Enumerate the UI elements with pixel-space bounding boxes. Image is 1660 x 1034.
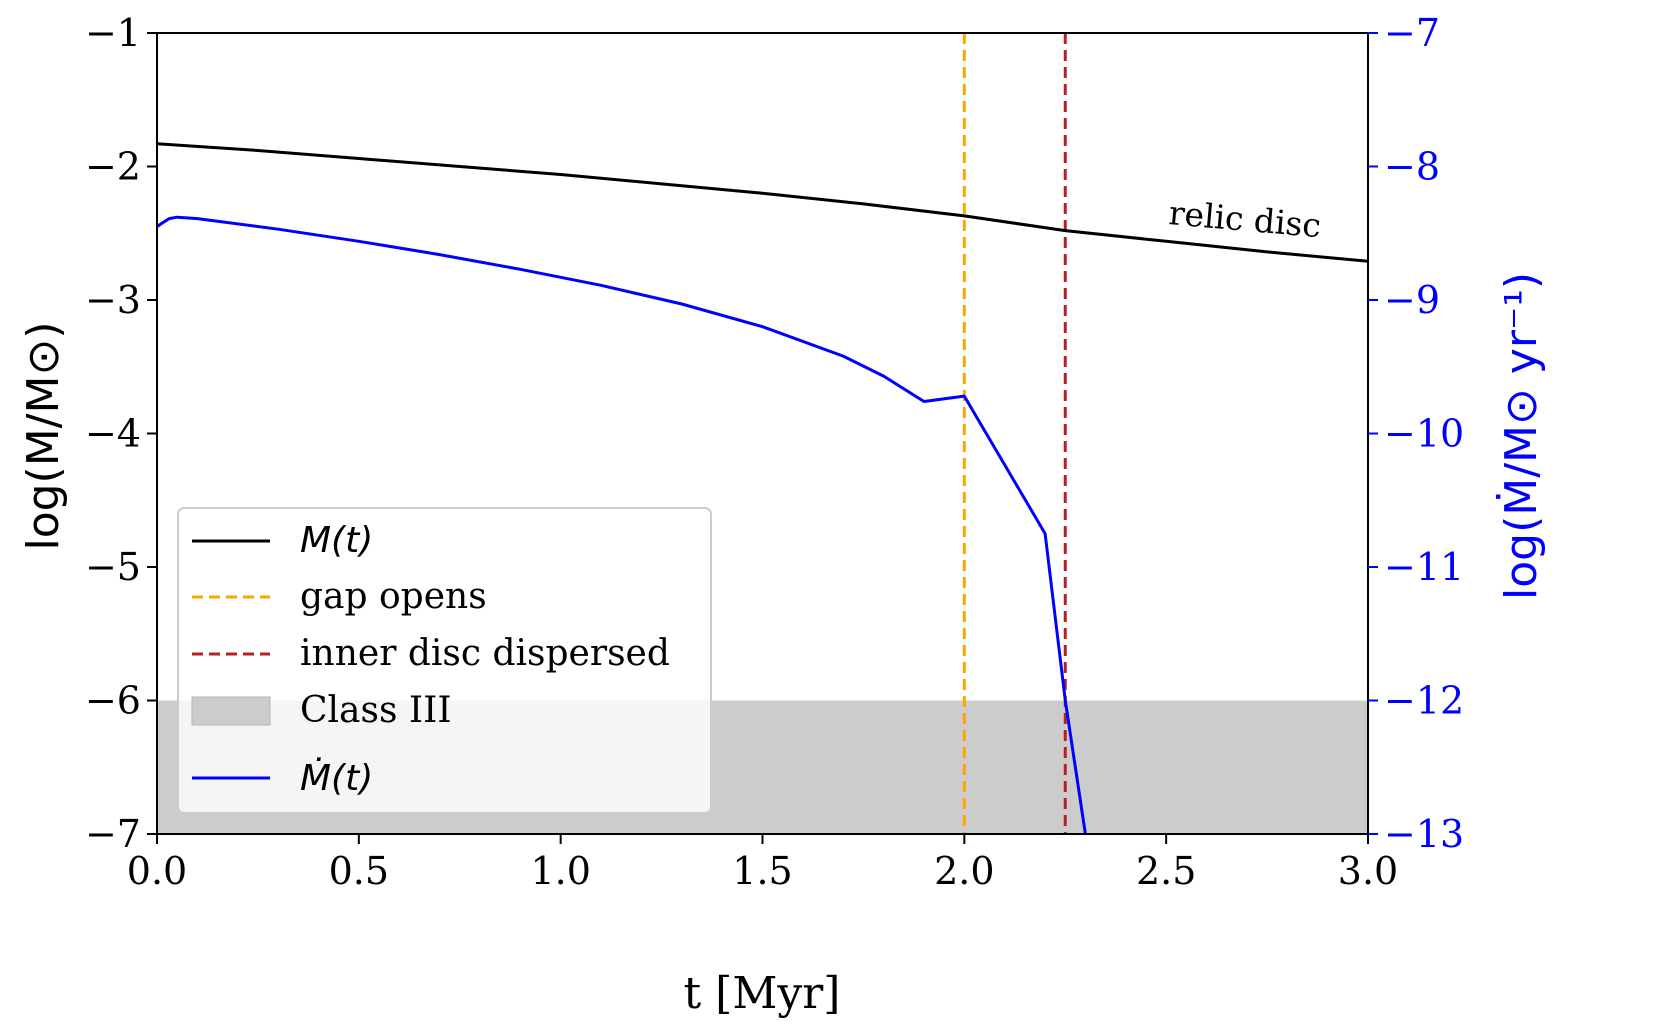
legend-box: [177, 507, 712, 814]
y-right-tick-label: −10: [1384, 412, 1464, 456]
y-left-tick-label: −6: [85, 679, 141, 723]
x-tick-label: 0.0: [127, 849, 187, 893]
y-left-tick-label: −1: [85, 11, 141, 55]
y-right-tick-label: −8: [1384, 145, 1440, 189]
legend-label-class-iii: Class III: [300, 690, 452, 731]
y-right-axis-title: log(Ṁ/M⊙ yr⁻¹): [1495, 272, 1547, 600]
x-tick-label: 2.5: [1136, 849, 1196, 893]
x-ticks-layer: 0.0 0.5 1.0 1.5 2.0 2.5 3.0: [127, 834, 1398, 893]
y-left-ticks-layer: −7 −6 −5 −4 −3 −2 −1: [85, 11, 157, 856]
legend-label-mdot: Ṁ(t): [300, 757, 373, 799]
series-accretion-rate-line: [156, 215, 1087, 835]
x-tick-label: 0.5: [329, 849, 389, 893]
y-left-axis-title: log(M/M⊙): [18, 321, 69, 550]
y-left-tick-label: −5: [85, 545, 141, 589]
x-tick-label: 1.5: [732, 849, 792, 893]
legend-label-gap-opens: gap opens: [300, 576, 487, 617]
y-right-tick-label: −12: [1384, 679, 1464, 723]
y-left-tick-label: −7: [85, 812, 141, 856]
y-right-tick-label: −13: [1384, 812, 1464, 856]
y-left-tick-label: −3: [85, 278, 141, 322]
y-right-tick-label: −9: [1384, 278, 1440, 322]
y-left-tick-label: −2: [85, 145, 141, 189]
series-layer: [156, 142, 1369, 835]
y-right-tick-label: −11: [1384, 545, 1464, 589]
y-left-tick-label: −4: [85, 412, 141, 456]
legend: M(t) gap opens inner disc dispersed Clas…: [177, 507, 712, 814]
x-tick-label: 1.0: [530, 849, 590, 893]
legend-label-inner-disc-dispersed: inner disc dispersed: [300, 633, 670, 674]
y-right-ticks-layer: −13 −12 −11 −10 −9 −8 −7: [1368, 11, 1464, 856]
series-mass-line: [156, 142, 1369, 263]
x-tick-label: 3.0: [1338, 849, 1398, 893]
legend-swatch-class-iii: [191, 696, 271, 726]
legend-label-mt: M(t): [300, 520, 373, 561]
y-right-tick-label: −7: [1384, 11, 1440, 55]
x-axis-title: t [Myr]: [684, 968, 841, 1019]
x-tick-label: 2.0: [934, 849, 994, 893]
